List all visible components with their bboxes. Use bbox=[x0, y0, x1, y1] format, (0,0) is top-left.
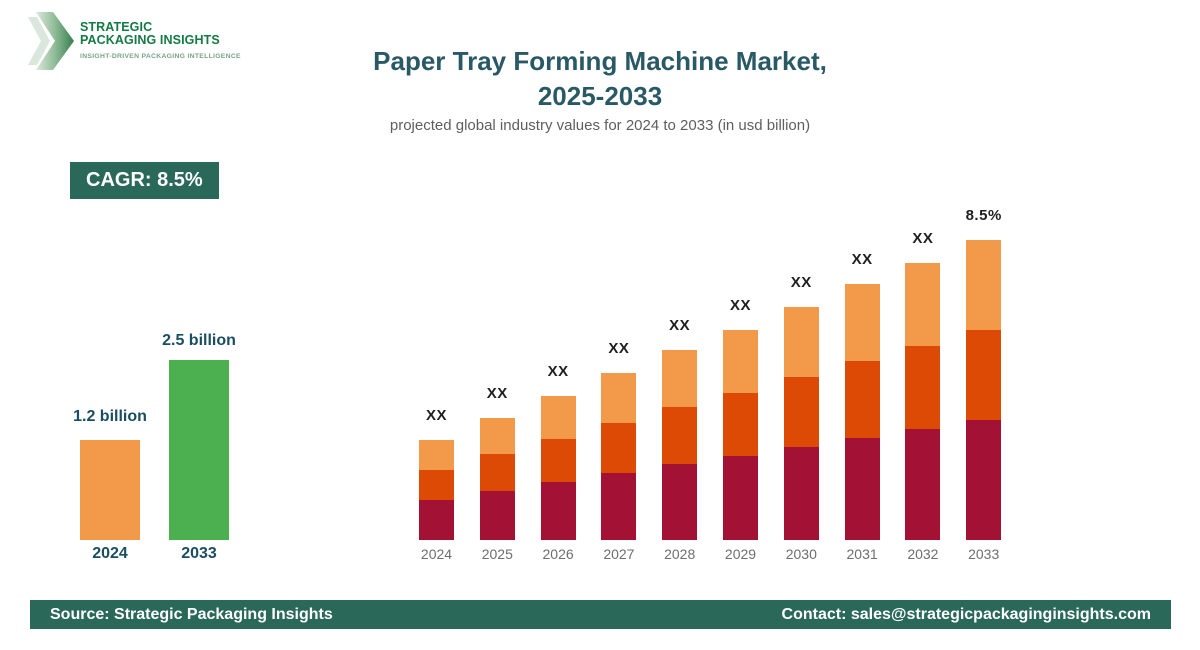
middle-segment-2028 bbox=[662, 407, 698, 464]
bar-value-label-2026: XX bbox=[547, 363, 569, 380]
x-axis-label-2031: 2031 bbox=[846, 546, 878, 562]
stacked-bar-2030 bbox=[783, 307, 819, 540]
top-segment-2030 bbox=[783, 307, 819, 377]
stacked-bar-2025 bbox=[479, 418, 515, 540]
middle-segment-2031 bbox=[844, 361, 880, 438]
middle-segment-2030 bbox=[783, 377, 819, 447]
x-axis-label-2032: 2032 bbox=[907, 546, 939, 562]
stacked-bar-2024 bbox=[419, 440, 454, 540]
stacked-bar-2029 bbox=[723, 330, 758, 540]
bottom-segment-2032 bbox=[905, 429, 941, 540]
logo-name-line2: PACKAGING INSIGHTS bbox=[80, 33, 220, 47]
compare-bar-2033 bbox=[169, 360, 229, 540]
compare-bar-2024 bbox=[80, 440, 140, 540]
middle-segment-2033 bbox=[966, 330, 1002, 420]
top-segment-2029 bbox=[723, 330, 758, 393]
middle-segment-2026 bbox=[540, 439, 576, 482]
x-axis-label-2025: 2025 bbox=[481, 546, 513, 562]
stacked-bar-chart: XX 2024 XX 2025 XX 2026 XX 2027 XX 2028 XX 2029 XX 20… bbox=[401, 200, 1021, 562]
top-segment-2033 bbox=[966, 240, 1002, 330]
bottom-segment-2031 bbox=[844, 438, 880, 540]
middle-segment-2027 bbox=[601, 423, 637, 473]
stacked-bar-2026 bbox=[540, 396, 576, 540]
bar-value-label-2025: XX bbox=[486, 385, 508, 402]
footer-bar: Source: Strategic Packaging Insights Con… bbox=[30, 600, 1171, 629]
page-title-line2: 2025-2033 bbox=[537, 81, 663, 111]
top-segment-2027 bbox=[601, 373, 637, 423]
compare-value-label-2033: 2.5 billion bbox=[162, 332, 236, 349]
top-segment-2031 bbox=[844, 284, 880, 361]
stacked-bar-2033 bbox=[966, 240, 1002, 540]
page-subtitle: projected global industry values for 202… bbox=[389, 117, 811, 134]
bar-value-label-2031: XX bbox=[851, 251, 873, 268]
compare-value-label-2024: 1.2 billion bbox=[73, 408, 147, 425]
footer-contact: Contact: sales@strategicpackaginginsight… bbox=[781, 605, 1151, 623]
middle-segment-2032 bbox=[905, 346, 941, 429]
top-segment-2025 bbox=[479, 418, 515, 454]
bottom-segment-2033 bbox=[966, 420, 1002, 540]
x-axis-label-2024: 2024 bbox=[420, 546, 453, 562]
top-segment-2028 bbox=[662, 350, 698, 407]
x-axis-label-2033: 2033 bbox=[968, 546, 1000, 562]
compare-axis-label-2033: 2033 bbox=[181, 545, 217, 562]
x-axis-label-2026: 2026 bbox=[542, 546, 574, 562]
middle-segment-2024 bbox=[419, 470, 454, 500]
stacked-bar-2032 bbox=[905, 263, 941, 540]
bottom-segment-2026 bbox=[540, 482, 576, 540]
top-segment-2026 bbox=[540, 396, 576, 439]
chevron-arrow-icon bbox=[28, 12, 74, 70]
bottom-segment-2028 bbox=[662, 464, 698, 540]
compare-axis-label-2024: 2024 bbox=[92, 545, 128, 562]
logo-text-block: STRATEGIC PACKAGING INSIGHTS INSIGHT-DRI… bbox=[80, 12, 241, 61]
top-segment-2032 bbox=[905, 263, 941, 346]
bottom-segment-2024 bbox=[419, 500, 454, 540]
bottom-segment-2025 bbox=[479, 491, 515, 540]
footer-source: Source: Strategic Packaging Insights bbox=[50, 605, 333, 623]
middle-segment-2029 bbox=[723, 393, 758, 456]
bottom-segment-2029 bbox=[723, 456, 758, 540]
comparison-chart: 1.2 billion 2024 2.5 billion 2033 bbox=[73, 330, 240, 562]
bar-value-label-2027: XX bbox=[608, 340, 630, 357]
bottom-segment-2030 bbox=[783, 447, 819, 540]
cagr-badge: CAGR: 8.5% bbox=[70, 162, 219, 199]
top-segment-2024 bbox=[419, 440, 454, 470]
stacked-bar-2031 bbox=[844, 284, 880, 540]
bar-value-label-2033: 8.5% bbox=[965, 207, 1002, 224]
company-logo: STRATEGIC PACKAGING INSIGHTS INSIGHT-DRI… bbox=[28, 12, 241, 70]
bar-value-label-2030: XX bbox=[790, 274, 812, 291]
stacked-bar-2027 bbox=[601, 373, 637, 540]
x-axis-label-2028: 2028 bbox=[664, 546, 696, 562]
x-axis-label-2029: 2029 bbox=[724, 546, 757, 562]
bar-value-label-2024: XX bbox=[425, 407, 448, 424]
bar-value-label-2028: XX bbox=[669, 317, 691, 334]
bar-value-label-2029: XX bbox=[729, 297, 752, 314]
bottom-segment-2027 bbox=[601, 473, 637, 540]
logo-tagline: INSIGHT-DRIVEN PACKAGING INTELLIGENCE bbox=[80, 53, 241, 60]
page-title: Paper Tray Forming Machine Market, 2025-… bbox=[0, 44, 1200, 114]
x-axis-label-2030: 2030 bbox=[785, 546, 817, 562]
page-title-line1: Paper Tray Forming Machine Market, bbox=[373, 46, 827, 76]
logo-name-line1: STRATEGIC bbox=[80, 20, 153, 34]
bar-value-label-2032: XX bbox=[912, 230, 934, 247]
middle-segment-2025 bbox=[479, 454, 515, 491]
stacked-bar-2028 bbox=[662, 350, 698, 540]
x-axis-label-2027: 2027 bbox=[603, 546, 635, 562]
